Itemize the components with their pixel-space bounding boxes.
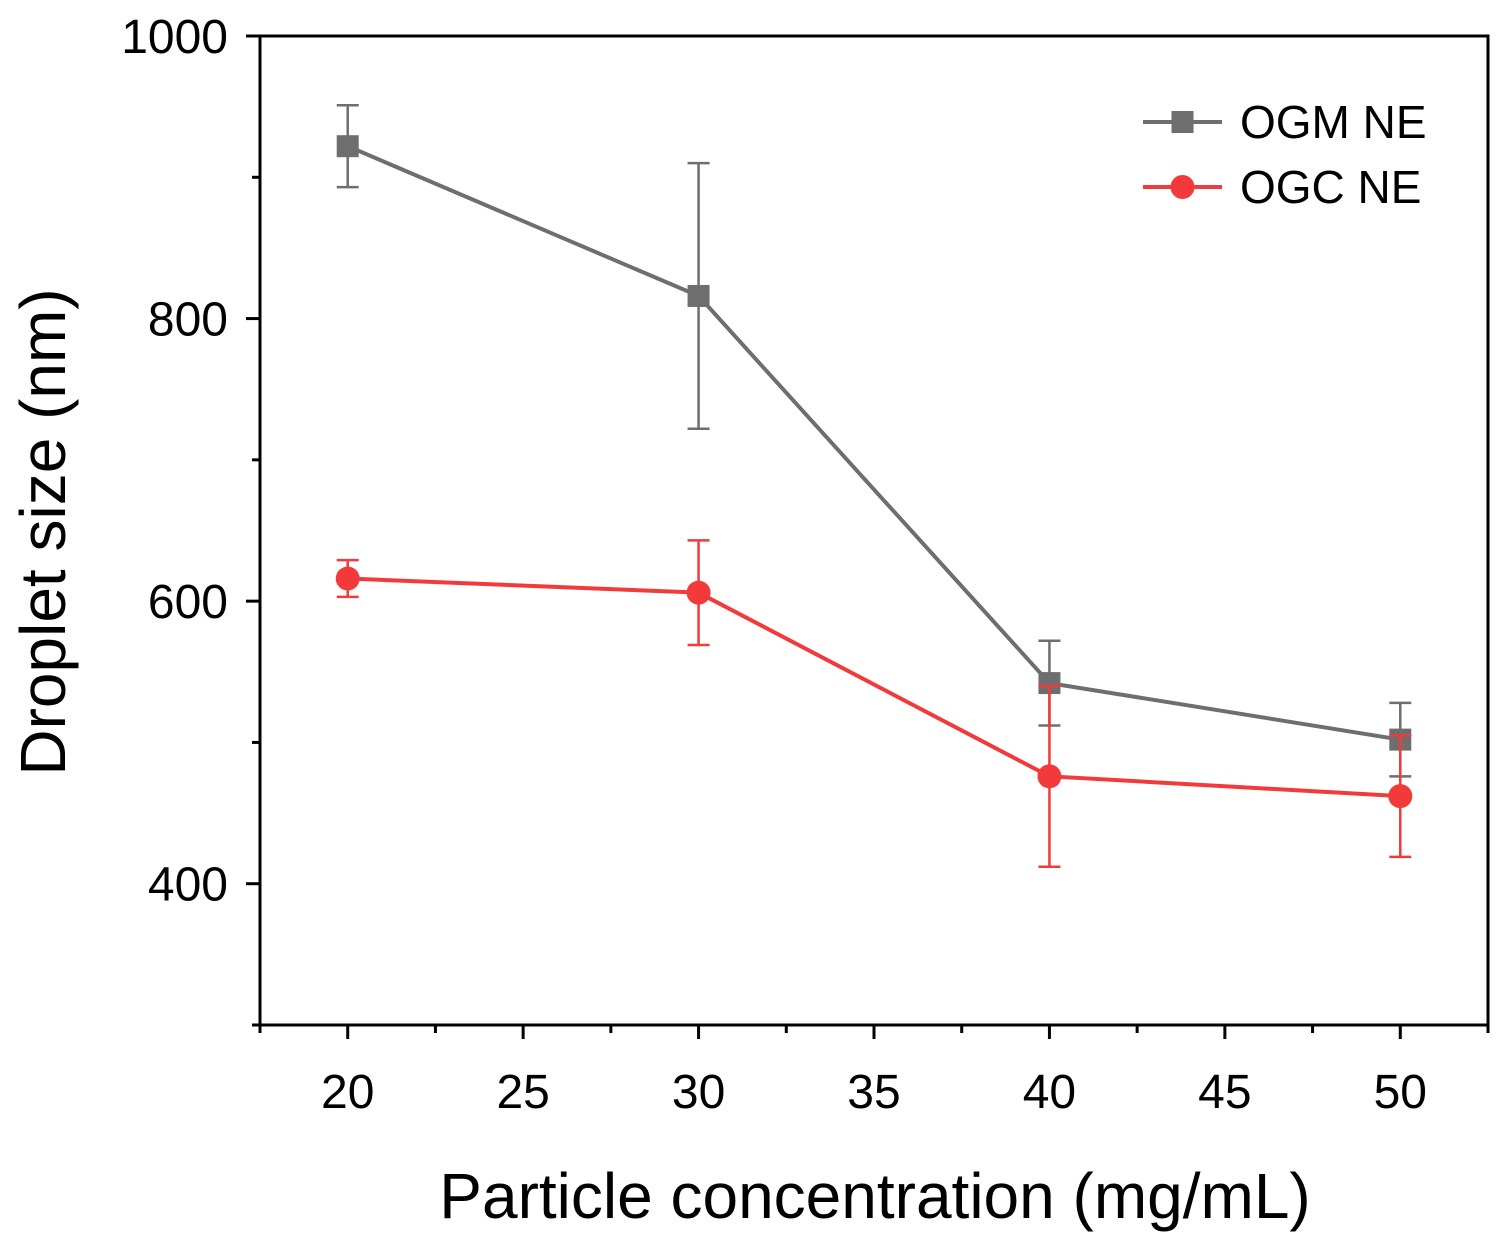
series-line [346, 144, 1401, 742]
legend-item: OGM NE [1143, 96, 1427, 148]
data-point [686, 580, 711, 605]
data-point [687, 284, 710, 307]
data-point [1388, 784, 1413, 809]
y-tick-label: 400 [148, 859, 228, 912]
x-tick-label: 50 [1374, 1066, 1427, 1119]
axes-layer: 20 25 30 35 40 45 50 400 600 800 1000 [121, 11, 1490, 1119]
legend-marker [1171, 111, 1194, 133]
x-tick-label: 40 [1023, 1066, 1076, 1119]
data-point [1037, 764, 1062, 789]
y-tick-label: 1000 [121, 11, 228, 64]
x-tick-label: 45 [1198, 1066, 1251, 1119]
legend: OGM NE OGC NE [1143, 96, 1427, 213]
x-tick-label: 30 [672, 1066, 725, 1119]
x-axis-title: Particle concentration (mg/mL) [439, 1160, 1310, 1232]
legend-label: OGC NE [1240, 161, 1421, 213]
legend-item: OGC NE [1143, 161, 1421, 213]
y-axis-title: Droplet size (nm) [7, 288, 79, 775]
y-tick-label: 600 [148, 576, 228, 629]
x-tick-label: 25 [496, 1066, 549, 1119]
x-tick-label: 20 [321, 1066, 374, 1119]
y-tick-label: 800 [148, 294, 228, 347]
data-point [1038, 672, 1061, 695]
x-tick-label: 35 [847, 1066, 900, 1119]
series-layer [335, 103, 1413, 869]
series-ogc-ne [335, 539, 1413, 869]
data-point [336, 135, 359, 158]
data-point [335, 566, 360, 591]
series-line [347, 576, 1401, 799]
legend-label: OGM NE [1240, 96, 1427, 148]
legend-marker [1170, 175, 1195, 199]
